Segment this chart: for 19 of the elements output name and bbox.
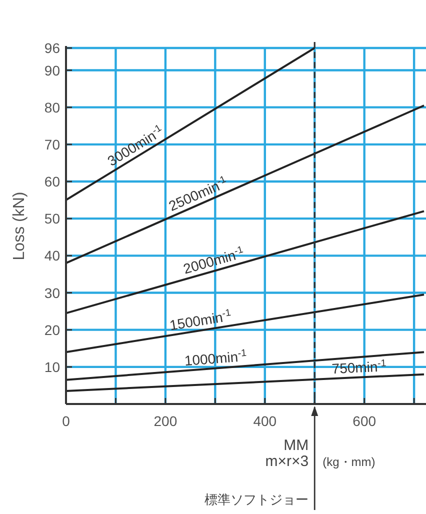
y-tick-label: 20 (44, 322, 60, 338)
series-label: 750min$^{-1}$ (331, 358, 387, 377)
x-tick-label: 600 (352, 413, 376, 429)
x-tick-label: 400 (253, 413, 277, 429)
y-tick-label: 60 (44, 174, 60, 190)
x-tick-label: 200 (154, 413, 178, 429)
y-tick-label: 80 (44, 99, 60, 116)
ref-line-label: 標準ソフトジョー (204, 492, 309, 507)
y-tick-label: 50 (44, 210, 60, 227)
y-tick-label: 70 (44, 136, 60, 152)
y-tick-label: 96 (44, 40, 60, 56)
x-axis-title: MM m×r×3 (265, 437, 309, 470)
y-tick-label: 30 (44, 284, 60, 301)
y-tick-label: 90 (44, 62, 60, 78)
y-tick-label: 10 (44, 358, 60, 375)
x-tick-label: 0 (62, 413, 70, 429)
y-tick-label: 40 (44, 248, 60, 264)
text: (kg・mm) (322, 455, 376, 469)
y-axis-title: Loss (kN) (11, 192, 28, 260)
